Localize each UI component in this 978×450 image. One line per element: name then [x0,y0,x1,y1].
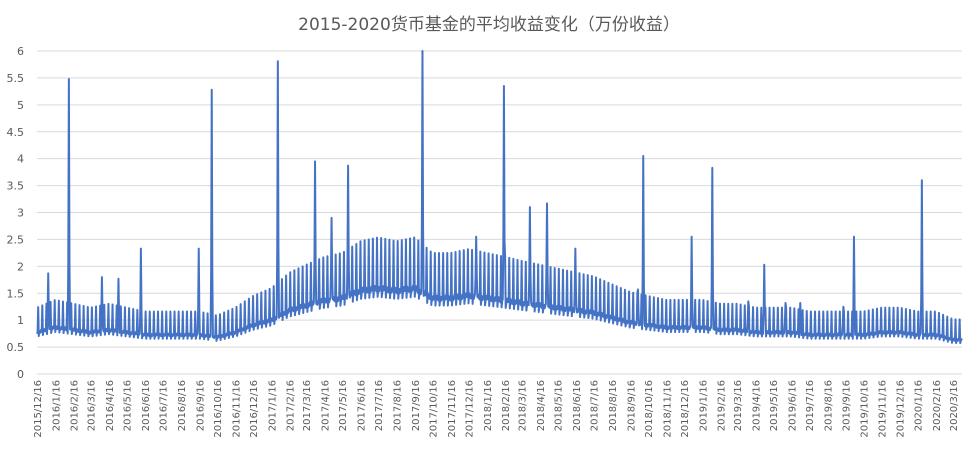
x-tick-label: 2019/11/16 [878,380,889,438]
x-tick-label: 2018/4/16 [536,380,547,431]
x-tick-label: 2015/12/16 [33,380,44,438]
y-tick-label: 5.5 [7,72,25,85]
x-tick-label: 2016/7/16 [159,380,170,431]
x-tick-label: 2017/7/16 [374,380,385,431]
y-tick-label: 4.5 [7,126,25,139]
x-tick-label: 2018/9/16 [626,380,637,431]
x-tick-label: 2016/6/16 [141,380,152,431]
x-tick-label: 2019/10/16 [859,380,870,438]
x-tick-label: 2017/10/16 [429,380,440,438]
x-tick-label: 2016/2/16 [70,380,81,431]
x-tick-label: 2019/8/16 [823,380,834,431]
y-tick-label: 1 [17,314,24,327]
x-tick-label: 2017/12/16 [465,380,476,438]
x-tick-label: 2016/11/16 [231,380,242,438]
x-tick-label: 2016/10/16 [213,380,224,438]
y-tick-label: 3.5 [7,180,25,193]
x-tick-label: 2019/6/16 [787,380,798,431]
x-tick-label: 2019/12/16 [895,380,906,438]
x-tick-label: 2016/3/16 [87,380,98,431]
x-tick-label: 2017/1/16 [267,380,278,431]
x-tick-label: 2017/4/16 [320,380,331,431]
x-tick-label: 2017/2/16 [286,380,297,431]
x-tick-label: 2018/7/16 [590,380,601,431]
x-tick-label: 2017/11/16 [447,380,458,438]
y-tick-label: 1.5 [7,287,25,300]
x-tick-label: 2019/5/16 [769,380,780,431]
x-tick-label: 2019/9/16 [842,380,853,431]
x-tick-label: 2016/5/16 [123,380,134,431]
x-tick-label: 2020/3/16 [949,380,960,431]
x-tick-label: 2020/1/16 [914,380,925,431]
y-tick-label: 4 [17,153,24,166]
x-tick-label: 2019/3/16 [733,380,744,431]
x-tick-label: 2017/8/16 [392,380,403,431]
x-tick-label: 2016/12/16 [249,380,260,438]
x-tick-label: 2018/8/16 [608,380,619,431]
x-tick-label: 2019/1/16 [698,380,709,431]
y-tick-label: 3 [17,207,24,220]
x-tick-label: 2018/3/16 [518,380,529,431]
x-tick-label: 2017/9/16 [411,380,422,431]
y-tick-label: 6 [17,45,24,58]
y-tick-label: 0.5 [7,341,25,354]
x-tick-label: 2016/8/16 [177,380,188,431]
x-tick-label: 2018/11/16 [662,380,673,438]
chart-title: 2015-2020货币基金的平均收益变化（万份收益） [298,15,680,35]
y-tick-label: 2 [17,260,24,273]
x-tick-label: 2019/7/16 [805,380,816,431]
x-tick-label: 2017/5/16 [338,380,349,431]
x-tick-label: 2020/2/16 [932,380,943,431]
x-tick-label: 2019/4/16 [751,380,762,431]
y-tick-label: 2.5 [7,233,25,246]
x-tick-label: 2018/12/16 [680,380,691,438]
x-tick-label: 2016/1/16 [51,380,62,431]
x-tick-label: 2018/6/16 [572,380,583,431]
x-tick-label: 2017/3/16 [302,380,313,431]
x-tick-label: 2016/9/16 [195,380,206,431]
x-tick-label: 2019/2/16 [717,380,728,431]
x-tick-label: 2018/1/16 [483,380,494,431]
x-tick-label: 2018/2/16 [501,380,512,431]
y-tick-label: 0 [17,368,24,381]
x-tick-label: 2016/4/16 [105,380,116,431]
x-tick-label: 2017/6/16 [356,380,367,431]
x-tick-label: 2018/10/16 [644,380,655,438]
y-tick-label: 5 [17,99,24,112]
series-line [36,50,963,345]
x-tick-label: 2018/5/16 [554,380,565,431]
